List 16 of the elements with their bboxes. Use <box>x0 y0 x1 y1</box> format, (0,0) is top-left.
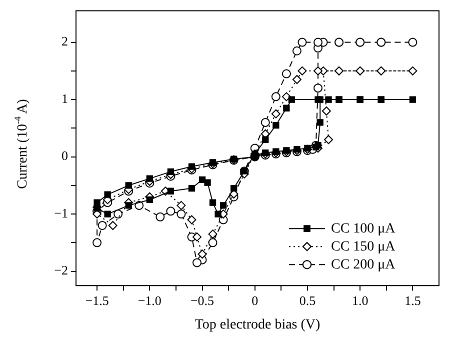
x-tick-label: 1.5 <box>404 292 421 308</box>
x-tick-label: −1.5 <box>85 292 109 308</box>
x-tick-label: 1.0 <box>352 292 368 308</box>
legend-label: CC 100 μA <box>331 221 396 236</box>
y-tick-label: −1 <box>54 205 68 220</box>
legend-label: CC 200 μA <box>331 257 396 272</box>
x-tick-label: −1.0 <box>138 292 162 308</box>
y-tick-label: 0 <box>62 148 68 164</box>
y-tick-label: 2 <box>62 34 68 49</box>
y-tick-label: 1 <box>62 90 68 106</box>
x-tick-label: −0.5 <box>190 292 214 308</box>
x-tick-label: 0 <box>252 292 258 308</box>
y-tick-label: −2 <box>54 262 68 278</box>
x-tick-label: 0.5 <box>299 292 316 308</box>
x-axis-title: Top electrode bias (V) <box>194 317 321 332</box>
legend-label: CC 150 μA <box>331 239 396 254</box>
